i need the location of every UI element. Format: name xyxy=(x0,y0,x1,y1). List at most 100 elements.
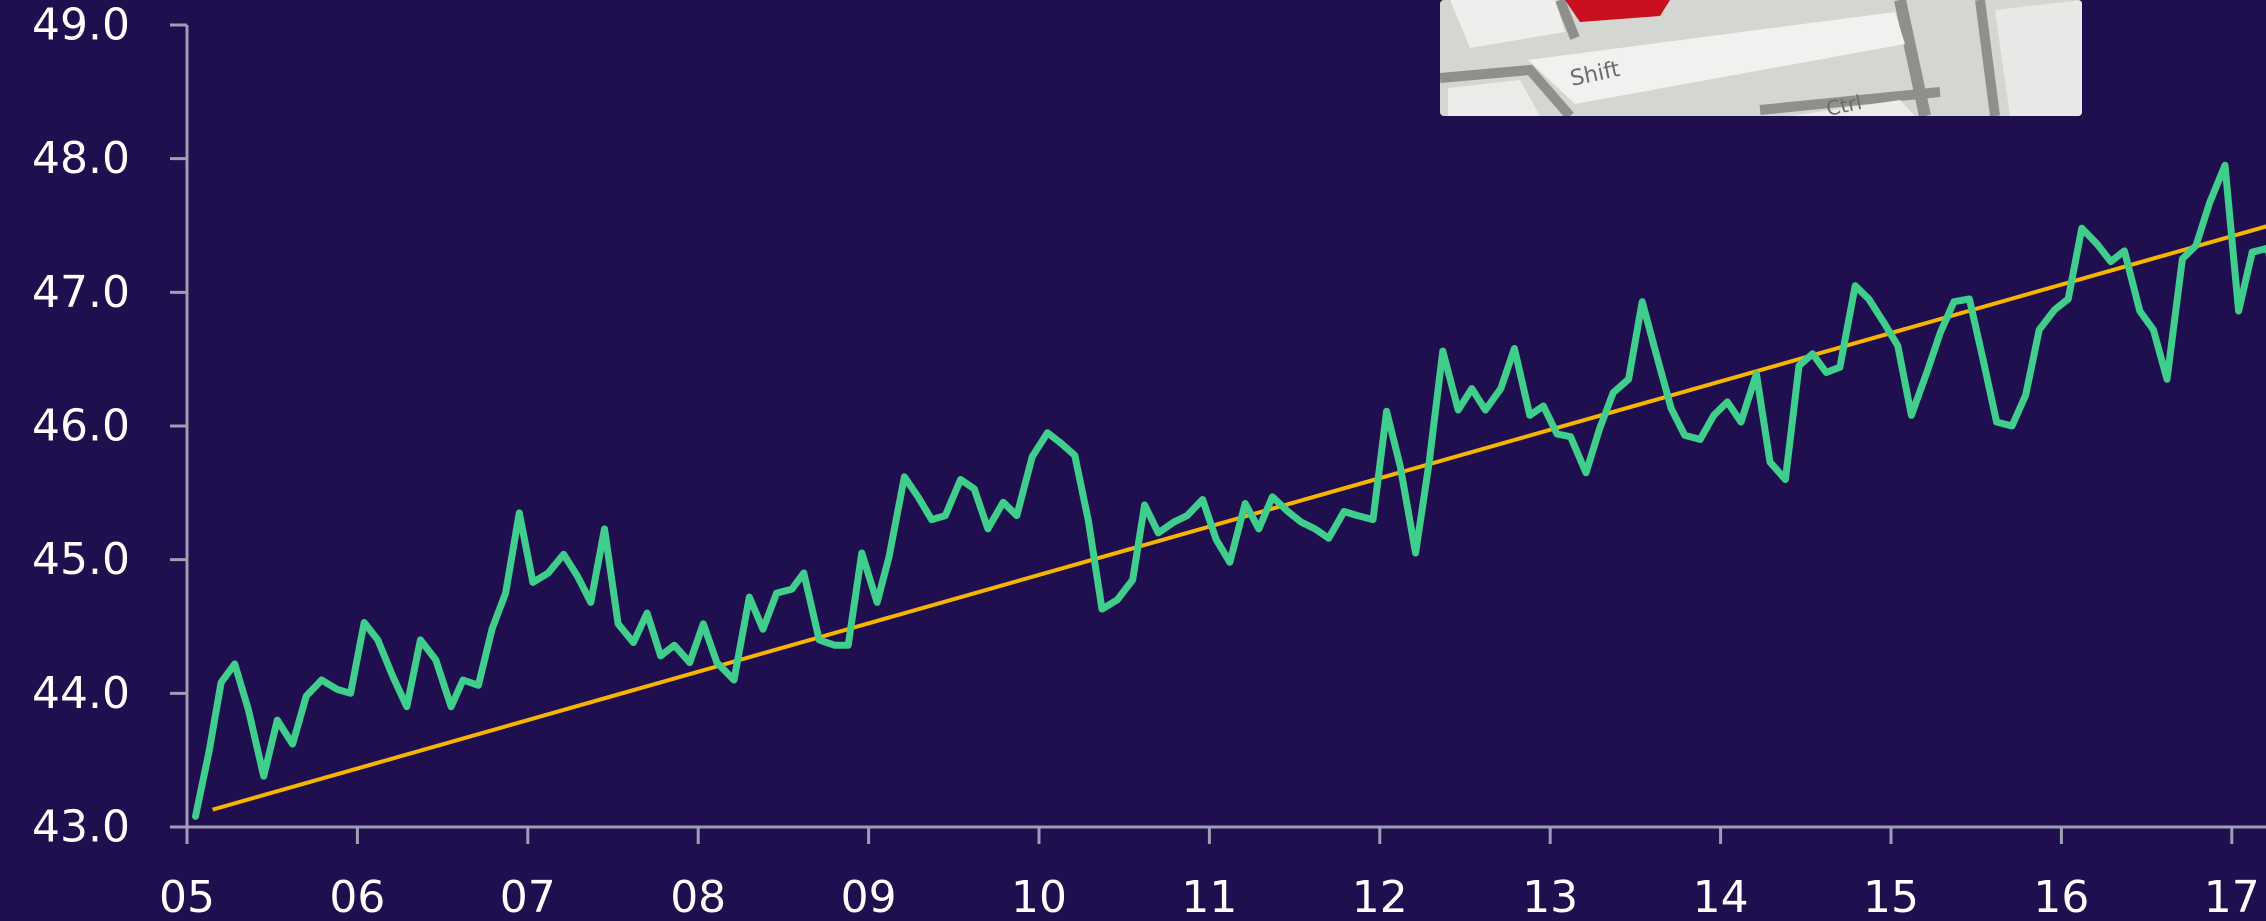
data-point xyxy=(688,661,692,665)
data-point xyxy=(761,627,765,631)
x-tick-label: 14 xyxy=(1693,872,1749,921)
data-point xyxy=(1754,372,1758,376)
data-point xyxy=(517,511,521,515)
data-point xyxy=(546,571,550,575)
data-point xyxy=(490,627,494,631)
data-point xyxy=(1725,400,1729,404)
y-tick-label: 49.0 xyxy=(32,0,130,51)
data-point xyxy=(1896,344,1900,348)
data-point xyxy=(320,678,324,682)
data-point xyxy=(449,705,453,709)
data-point xyxy=(1783,478,1787,481)
y-tick-label: 46.0 xyxy=(32,401,130,452)
data-point xyxy=(833,643,836,647)
data-point xyxy=(1499,387,1503,391)
data-point xyxy=(2024,393,2028,397)
data-point xyxy=(1100,607,1104,611)
data-point xyxy=(1059,441,1063,445)
data-point xyxy=(531,580,535,584)
data-point xyxy=(2122,249,2126,253)
data-point xyxy=(930,518,934,522)
y-tick-label: 45.0 xyxy=(32,534,130,585)
data-point xyxy=(304,694,308,698)
data-point xyxy=(207,749,211,753)
data-point xyxy=(732,678,736,682)
data-point xyxy=(1385,409,1389,413)
data-point xyxy=(1483,408,1487,412)
data-point xyxy=(1115,598,1119,602)
x-tick-label: 05 xyxy=(159,872,215,921)
x-tick-label: 09 xyxy=(841,872,897,921)
data-point xyxy=(1967,297,1971,301)
data-point xyxy=(616,622,620,626)
keyboard-photo: Shift Ctrl xyxy=(1440,0,2082,116)
data-point xyxy=(589,600,593,604)
data-point xyxy=(986,527,990,531)
data-point xyxy=(959,478,963,481)
data-point xyxy=(575,574,579,578)
data-point xyxy=(1669,407,1673,411)
data-point xyxy=(418,638,422,642)
x-tick-label: 12 xyxy=(1352,872,1408,921)
data-point xyxy=(2151,328,2155,332)
data-point xyxy=(1811,352,1815,356)
data-point xyxy=(1627,377,1631,381)
data-point xyxy=(1156,531,1160,535)
data-point xyxy=(1683,433,1687,437)
data-point xyxy=(1712,413,1716,417)
data-point xyxy=(219,681,223,685)
data-point xyxy=(2180,257,2184,261)
data-point xyxy=(562,552,566,556)
data-point xyxy=(1001,500,1005,504)
data-point xyxy=(2223,163,2227,167)
data-point xyxy=(1541,404,1545,408)
data-point xyxy=(2250,250,2254,254)
data-point xyxy=(362,621,366,624)
data-point xyxy=(645,611,649,615)
data-point xyxy=(1131,578,1135,582)
data-point xyxy=(1882,321,1886,325)
data-point xyxy=(1172,520,1176,524)
data-point xyxy=(2037,328,2041,332)
data-point xyxy=(2194,244,2198,247)
data-point xyxy=(1909,413,1913,417)
data-point xyxy=(461,678,465,682)
data-point xyxy=(1456,408,1460,412)
data-point xyxy=(1327,536,1331,540)
data-point xyxy=(1528,413,1532,417)
data-point xyxy=(233,662,237,666)
data-point xyxy=(1584,471,1588,475)
data-point xyxy=(1185,514,1189,518)
data-point xyxy=(2109,260,2113,264)
data-point xyxy=(1768,460,1772,464)
y-tick-label: 44.0 xyxy=(32,668,130,719)
y-tick-label: 47.0 xyxy=(32,267,130,318)
data-point xyxy=(817,638,821,642)
data-point xyxy=(860,551,864,555)
data-point xyxy=(672,643,676,647)
data-point xyxy=(715,661,719,665)
data-point xyxy=(972,487,976,491)
data-point xyxy=(1867,297,1871,301)
data-point xyxy=(1214,538,1218,542)
data-point xyxy=(476,683,480,687)
data-point xyxy=(887,555,891,559)
data-point xyxy=(1201,498,1205,501)
data-point xyxy=(2208,201,2212,205)
data-point xyxy=(1611,391,1615,395)
data-point xyxy=(2080,226,2084,230)
data-point xyxy=(246,707,250,711)
data-point xyxy=(1073,453,1077,457)
data-point xyxy=(775,591,779,595)
data-point xyxy=(1640,300,1644,304)
data-point xyxy=(1030,455,1034,459)
data-point xyxy=(802,571,806,575)
data-point xyxy=(1995,420,1999,424)
x-tick-label: 17 xyxy=(2204,872,2260,921)
data-point xyxy=(1015,514,1019,518)
data-point xyxy=(603,527,606,531)
data-point xyxy=(1654,351,1658,354)
data-point xyxy=(275,718,279,722)
data-point xyxy=(916,495,920,499)
